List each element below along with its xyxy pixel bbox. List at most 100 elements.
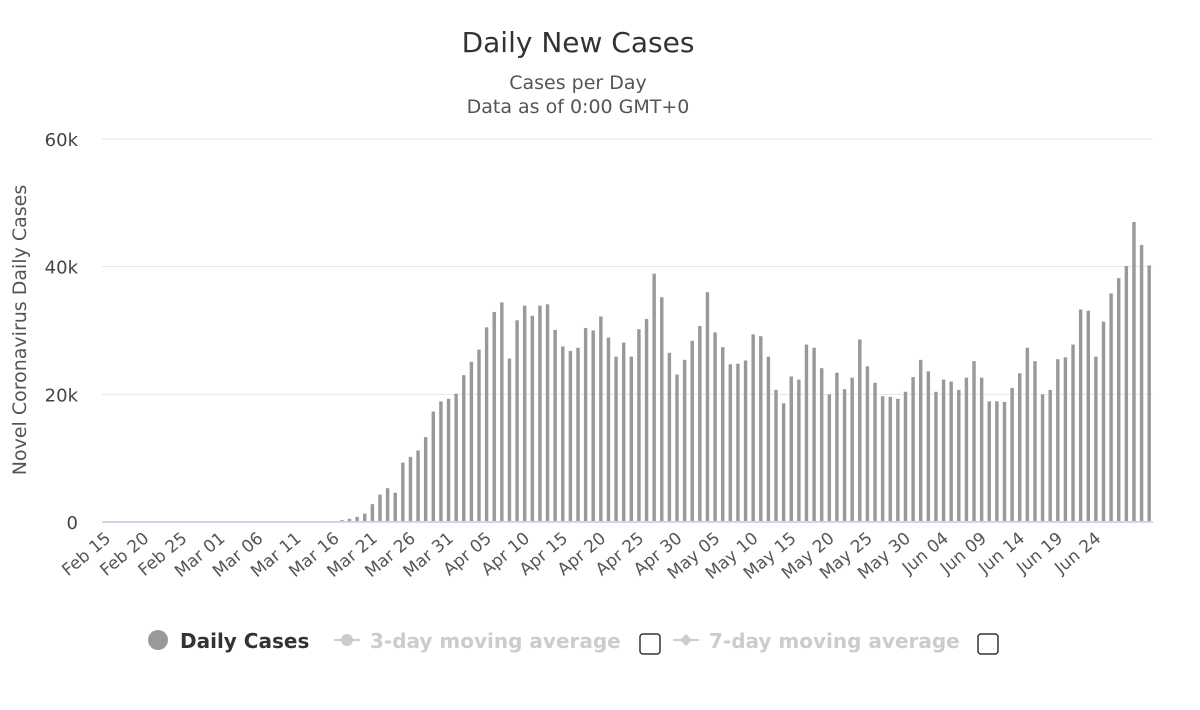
bar[interactable] bbox=[1056, 359, 1060, 522]
bar[interactable] bbox=[789, 376, 793, 522]
bar[interactable] bbox=[819, 368, 824, 522]
bar[interactable] bbox=[538, 305, 542, 522]
bar[interactable] bbox=[568, 350, 573, 522]
bar[interactable] bbox=[713, 332, 717, 522]
bar[interactable] bbox=[576, 347, 580, 522]
bar[interactable] bbox=[804, 344, 809, 522]
bar[interactable] bbox=[637, 329, 641, 522]
bar[interactable] bbox=[393, 492, 397, 522]
bar[interactable] bbox=[1078, 309, 1083, 522]
bar[interactable] bbox=[880, 396, 885, 522]
bar[interactable] bbox=[1010, 387, 1014, 522]
bar[interactable] bbox=[1018, 373, 1022, 522]
bar[interactable] bbox=[911, 377, 915, 522]
bar[interactable] bbox=[682, 359, 687, 522]
bar[interactable] bbox=[957, 389, 961, 522]
bar[interactable] bbox=[1002, 401, 1007, 522]
bar[interactable] bbox=[378, 494, 382, 522]
bar[interactable] bbox=[454, 393, 458, 522]
bar[interactable] bbox=[363, 513, 367, 522]
bar[interactable] bbox=[652, 273, 656, 522]
bar[interactable] bbox=[873, 382, 877, 522]
bar[interactable] bbox=[972, 361, 976, 522]
bar[interactable] bbox=[1086, 310, 1090, 522]
bar[interactable] bbox=[515, 320, 519, 522]
bar[interactable] bbox=[1063, 357, 1068, 522]
bar[interactable] bbox=[812, 347, 816, 522]
bar[interactable] bbox=[926, 371, 931, 522]
bar[interactable] bbox=[766, 356, 771, 522]
legend-item-7-day-average[interactable]: 7-day moving average bbox=[673, 629, 960, 653]
bar[interactable] bbox=[842, 389, 847, 522]
bar[interactable] bbox=[1094, 356, 1098, 522]
bar[interactable] bbox=[599, 316, 603, 522]
bar[interactable] bbox=[385, 488, 390, 522]
bar[interactable] bbox=[736, 363, 740, 522]
bar[interactable] bbox=[500, 302, 504, 522]
bar[interactable] bbox=[728, 364, 733, 522]
bar[interactable] bbox=[759, 336, 763, 522]
bar[interactable] bbox=[644, 319, 649, 522]
bar[interactable] bbox=[743, 360, 748, 523]
legend-item-daily-cases[interactable]: Daily Cases bbox=[148, 629, 309, 653]
bar[interactable] bbox=[903, 391, 908, 522]
bar[interactable] bbox=[416, 450, 420, 522]
bar[interactable] bbox=[553, 329, 557, 522]
bar[interactable] bbox=[1117, 278, 1121, 522]
bar[interactable] bbox=[401, 462, 405, 522]
bar[interactable] bbox=[1132, 221, 1136, 523]
bar[interactable] bbox=[941, 379, 946, 522]
bar[interactable] bbox=[919, 359, 923, 522]
bar[interactable] bbox=[492, 311, 496, 522]
bar[interactable] bbox=[561, 346, 565, 522]
bar[interactable] bbox=[507, 358, 512, 522]
bar[interactable] bbox=[987, 401, 991, 522]
bar[interactable] bbox=[1101, 321, 1106, 522]
bar[interactable] bbox=[408, 456, 413, 522]
bar[interactable] bbox=[477, 349, 481, 522]
bar[interactable] bbox=[835, 372, 839, 522]
bar[interactable] bbox=[1048, 389, 1052, 522]
bar[interactable] bbox=[621, 342, 626, 522]
bar[interactable] bbox=[484, 327, 489, 522]
bar[interactable] bbox=[583, 327, 588, 522]
bar[interactable] bbox=[660, 297, 664, 522]
bar[interactable] bbox=[1025, 347, 1030, 522]
bar[interactable] bbox=[1124, 266, 1129, 522]
bar[interactable] bbox=[347, 518, 352, 522]
bar[interactable] bbox=[431, 411, 436, 522]
bar[interactable] bbox=[1071, 344, 1075, 522]
checkbox-3-day-average[interactable] bbox=[639, 633, 661, 655]
bar[interactable] bbox=[1040, 394, 1045, 522]
bar[interactable] bbox=[896, 398, 900, 522]
bar[interactable] bbox=[675, 374, 679, 522]
bar[interactable] bbox=[774, 389, 778, 522]
bar[interactable] bbox=[591, 330, 595, 523]
bar[interactable] bbox=[827, 394, 832, 522]
bar[interactable] bbox=[469, 361, 474, 522]
bar[interactable] bbox=[1033, 361, 1037, 522]
bar[interactable] bbox=[606, 337, 611, 522]
bar[interactable] bbox=[690, 340, 694, 522]
bar[interactable] bbox=[629, 356, 634, 522]
bar[interactable] bbox=[751, 334, 755, 522]
bar[interactable] bbox=[1109, 293, 1113, 522]
bar[interactable] bbox=[423, 437, 428, 522]
bar[interactable] bbox=[446, 398, 451, 522]
checkbox-7-day-average[interactable] bbox=[977, 633, 999, 655]
bar[interactable] bbox=[667, 352, 672, 522]
bar[interactable] bbox=[888, 396, 892, 522]
bar[interactable] bbox=[545, 304, 550, 522]
bar[interactable] bbox=[1147, 265, 1151, 522]
bar[interactable] bbox=[698, 326, 702, 522]
bar[interactable] bbox=[522, 305, 527, 522]
bar[interactable] bbox=[964, 377, 969, 522]
bar[interactable] bbox=[850, 377, 854, 522]
bar[interactable] bbox=[370, 504, 375, 522]
bar[interactable] bbox=[439, 401, 443, 522]
bar[interactable] bbox=[995, 401, 999, 522]
bar[interactable] bbox=[720, 347, 725, 522]
bar[interactable] bbox=[355, 516, 359, 522]
bar[interactable] bbox=[797, 379, 801, 522]
bar[interactable] bbox=[462, 375, 466, 522]
